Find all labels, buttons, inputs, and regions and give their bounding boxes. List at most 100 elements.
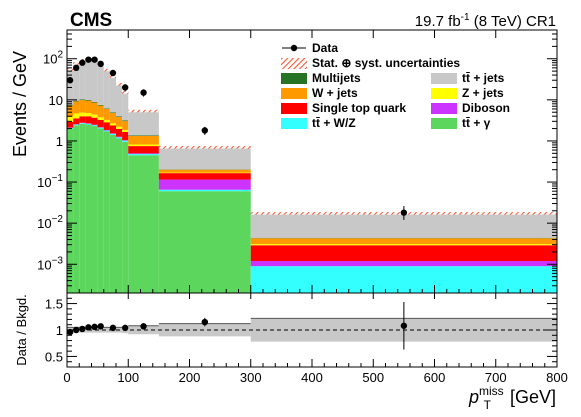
stack-bar-1-5 (97, 127, 104, 129)
x-tick-label-5: 500 (362, 370, 384, 385)
legend-label-0-0: Data (312, 41, 338, 55)
stack-bar-5-8 (116, 117, 123, 127)
stack-bar-4-11 (158, 172, 251, 174)
x-tick-label-0: 0 (63, 370, 70, 385)
ratio-band-bin-5 (97, 327, 104, 333)
stack-bar-3-2 (79, 116, 86, 123)
uncertainty-bin-7 (109, 75, 116, 78)
stack-bar-3-10 (128, 146, 159, 154)
stack-bar-2-10 (128, 153, 159, 155)
legend-swatch-1-3 (431, 88, 457, 99)
y-tick-label-3: 10−1 (37, 173, 63, 190)
stack-bar-7-3 (85, 59, 92, 100)
stack-bar-3-3 (85, 116, 92, 124)
ratio-point-5 (97, 323, 104, 330)
x-axis-title: pmiss T [GeV] (468, 384, 556, 412)
stack-bar-7-10 (128, 110, 159, 136)
ratio-y-axis-title: Data / Bkgd. (14, 294, 29, 366)
stack-bar-4-9 (122, 129, 129, 133)
stack-bar-5-10 (128, 135, 159, 145)
stack-bar-1-7 (109, 133, 116, 135)
lumi-suffix: (8 TeV) CR1 (470, 13, 556, 30)
stack-bar-6-1 (73, 100, 80, 102)
stack-bar-0-6 (103, 131, 110, 293)
ratio-y-tick-label-1: 1 (56, 323, 63, 338)
stack-bar-2-11 (158, 179, 251, 190)
data-point-3 (85, 56, 92, 63)
legend-swatch-0-5 (281, 118, 307, 129)
stack-bar-6-6 (103, 108, 110, 109)
stack-bar-1-3 (85, 123, 92, 125)
ratio-y-tick-label-0: 0.5 (45, 349, 63, 364)
x-tick-label-8: 800 (546, 370, 568, 385)
y-axis-title: Events / GeV (10, 51, 30, 157)
stack-bar-4-3 (85, 113, 92, 117)
stack-bar-2-9 (122, 140, 129, 141)
stack-bar-3-5 (97, 119, 104, 128)
stack-bar-6-0 (67, 104, 74, 106)
axes: 0 100 200 300 400 500 600 700 800 102 10 1 10−1 10−2 1… (37, 29, 568, 385)
legend-swatch-1-4 (431, 103, 457, 114)
stack-bar-6-9 (122, 120, 129, 122)
stack-bar-5-3 (85, 100, 92, 114)
stack-bar-1-4 (91, 125, 98, 127)
stack-bar-3-0 (67, 121, 74, 128)
stack-bar-1-1 (73, 124, 80, 126)
stack-bar-3-4 (91, 117, 98, 125)
legend-swatch-0-2 (281, 73, 307, 84)
stack-bar-1-12 (250, 266, 557, 293)
y-tick-label-1: 10 (49, 93, 63, 108)
uncertainty-bin-10 (128, 109, 159, 113)
stack-bar-5-12 (250, 238, 557, 245)
stack-bar-6-7 (109, 112, 116, 114)
stack-bar-4-12 (250, 244, 557, 246)
legend-label-0-1: Stat. ⊕ syst. uncertainties (312, 56, 460, 70)
legend-label-1-3: Z + jets (462, 86, 504, 100)
stack-bar-7-6 (103, 69, 110, 109)
stack-bar-6-2 (79, 99, 86, 101)
uncertainty-bin-0 (67, 68, 74, 71)
legend-swatch-1-5 (431, 118, 457, 129)
data-point-8 (140, 89, 147, 96)
legend-marker-dot (290, 44, 298, 52)
stack-bar-1-10 (128, 154, 159, 156)
stack-bar-5-0 (67, 105, 74, 118)
stack-bar-5-2 (79, 100, 86, 113)
legend-swatch-0-4 (281, 103, 307, 114)
data-point-5 (97, 60, 104, 68)
data-point-7 (121, 84, 129, 91)
x-tick-label-2: 200 (179, 370, 201, 385)
stack-bar-3-7 (109, 125, 116, 134)
stack-bar-6-8 (116, 116, 123, 118)
uncertainty-bin-1 (73, 62, 80, 65)
stack-bar-7-9 (122, 92, 129, 121)
stack-bar-1-11 (158, 189, 251, 192)
ratio-band-bin-6 (103, 327, 110, 333)
stack-bar-3-11 (158, 173, 251, 180)
data-point-9 (201, 127, 209, 134)
stack-bar-6-3 (85, 99, 92, 101)
ratio-point-7 (121, 324, 129, 332)
legend-swatch-1-2 (431, 73, 457, 84)
ratio-point-9 (201, 318, 209, 326)
x-axis-title-sup: miss (479, 384, 504, 398)
stack-bar-0-4 (91, 126, 98, 293)
x-tick-label-3: 300 (240, 370, 262, 385)
stack-bar-4-6 (103, 119, 110, 123)
data-point-2 (79, 59, 86, 66)
stack-bar-1-6 (103, 130, 110, 132)
legend-label-1-2: tt̄ + jets (462, 71, 505, 85)
stack-bar-2-12 (250, 261, 557, 267)
stack-bar-6-5 (97, 104, 104, 106)
stack-bar-0-9 (122, 141, 129, 293)
stack-bar-0-8 (116, 138, 123, 293)
stack-bar-4-4 (91, 114, 98, 118)
lumi-value: 19.7 fb (415, 13, 461, 30)
stack-bar-0-5 (97, 128, 104, 293)
stack-bar-2-8 (116, 136, 123, 138)
data-point-10 (400, 209, 408, 216)
stack-bar-4-7 (109, 123, 116, 126)
stack-bar-6-10 (128, 135, 159, 136)
